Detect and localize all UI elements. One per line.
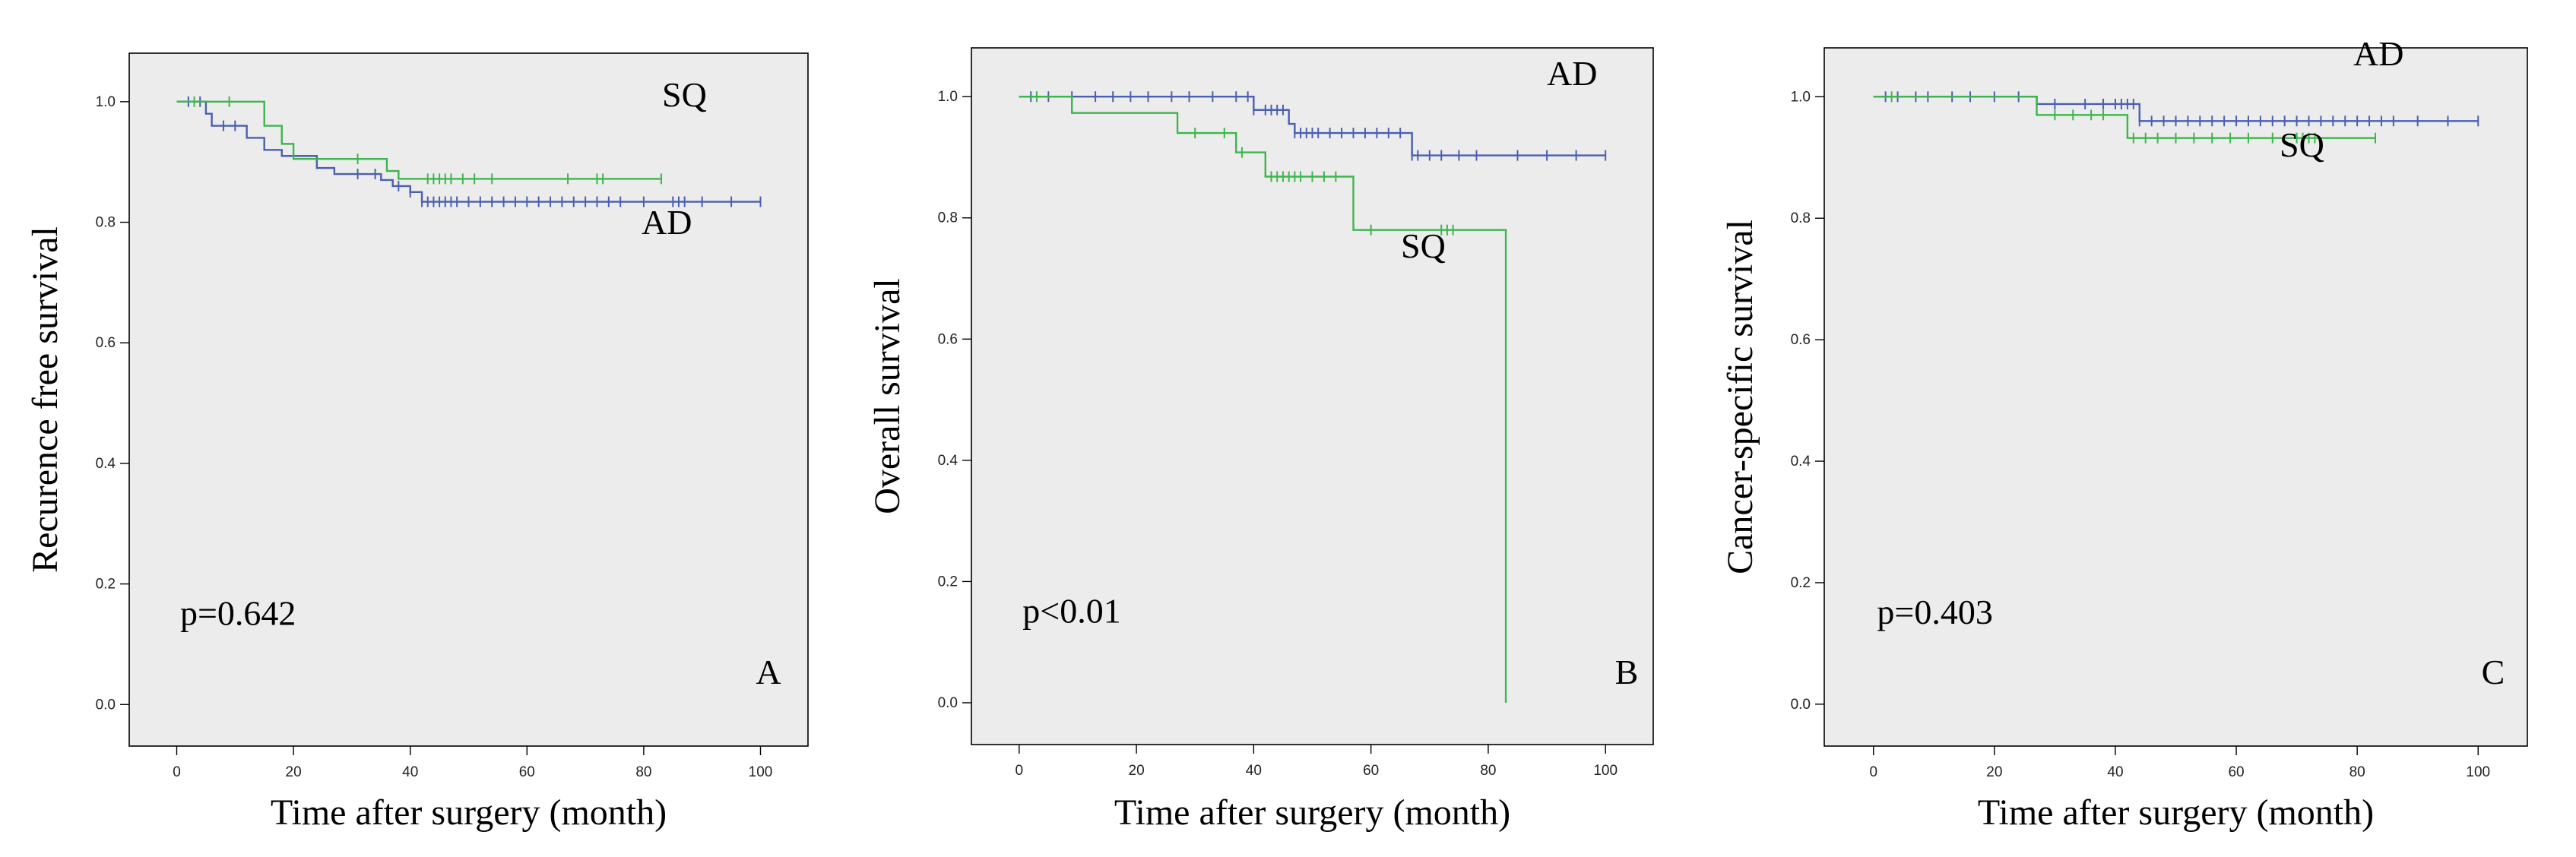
y-tick-label: 1.0 — [96, 94, 116, 110]
panel-letter: A — [756, 653, 781, 691]
panel-letter: B — [1615, 653, 1639, 691]
y-axis-title: Cancer-specific survival — [1720, 220, 1760, 574]
panel-letter: C — [2482, 653, 2505, 691]
x-tick-label: 80 — [1480, 763, 1496, 779]
x-tick-label: 100 — [2466, 764, 2490, 780]
survival-curve-sq — [176, 100, 661, 180]
y-tick-label: 0.6 — [1791, 332, 1811, 348]
x-tick-label: 0 — [1016, 763, 1024, 779]
survival-curve-sq — [1873, 96, 2376, 139]
x-tick-label: 60 — [1363, 763, 1379, 779]
y-tick-label: 0.4 — [1791, 454, 1811, 470]
x-tick-label: 20 — [1986, 764, 2002, 780]
y-tick-label: 0.8 — [938, 210, 958, 226]
y-tick-label: 1.0 — [938, 89, 958, 105]
p-value: p<0.01 — [1022, 592, 1120, 631]
x-tick-label: 80 — [2349, 764, 2365, 780]
y-tick-label: 1.0 — [1791, 89, 1811, 105]
x-axis-title: Time after surgery (month) — [1978, 792, 2374, 833]
x-axis-title: Time after surgery (month) — [271, 792, 667, 833]
y-tick-label: 0.0 — [1791, 697, 1811, 713]
y-tick-label: 0.0 — [938, 695, 958, 711]
y-axis-title: Overall survival — [867, 278, 908, 514]
survival-curve-ad — [1019, 95, 1606, 157]
series-label-sq: SQ — [662, 75, 707, 114]
x-tick-label: 40 — [1246, 763, 1262, 779]
x-tick-label: 60 — [519, 764, 535, 780]
y-axis-title: Recurence free survival — [25, 226, 65, 573]
x-tick-label: 40 — [2107, 764, 2123, 780]
x-tick-label: 0 — [173, 764, 181, 780]
x-tick-label: 40 — [402, 764, 418, 780]
chart-panel-a: 0 20 40 60 80 100 0.0 0.2 0.4 0.6 0.8 1.0 AD SQ p=0.64… — [25, 52, 809, 833]
y-tick-label: 0.8 — [96, 215, 116, 231]
series-label-sq: SQ — [1401, 226, 1446, 265]
x-tick-label: 20 — [286, 764, 302, 780]
y-tick-label: 0.4 — [938, 453, 958, 469]
series-label-ad: AD — [642, 203, 692, 242]
y-tick-label: 0.4 — [96, 456, 116, 472]
plot-area — [1823, 47, 2528, 747]
x-axis-title: Time after surgery (month) — [1114, 792, 1510, 833]
x-tick-label: 0 — [1869, 764, 1877, 780]
chart-panel-b: 0 20 40 60 80 100 0.0 0.2 0.4 0.6 0.8 1.0 AD SQ p<0.01… — [867, 47, 1654, 833]
p-value: p=0.403 — [1877, 593, 1992, 631]
x-tick-label: 80 — [635, 764, 651, 780]
x-tick-label: 100 — [1593, 763, 1618, 779]
p-value: p=0.642 — [180, 593, 296, 632]
x-tick-label: 20 — [1129, 763, 1145, 779]
plot-area — [971, 47, 1654, 745]
y-tick-label: 0.6 — [96, 335, 116, 351]
series-label-ad: AD — [1547, 54, 1597, 93]
x-tick-label: 100 — [749, 764, 773, 780]
series-label-ad: AD — [2353, 34, 2403, 73]
chart-panel-c: 0 20 40 60 80 100 0.0 0.2 0.4 0.6 0.8 1.0 AD SQ p=0.40… — [1720, 34, 2528, 833]
y-tick-label: 0.0 — [96, 697, 116, 713]
survival-curve-sq — [1019, 95, 1507, 703]
plot-area — [128, 52, 809, 747]
y-tick-label: 0.2 — [96, 577, 116, 593]
y-tick-label: 0.8 — [1791, 210, 1811, 226]
y-tick-label: 0.6 — [938, 331, 958, 347]
y-tick-label: 0.2 — [938, 574, 958, 590]
series-label-sq: SQ — [2280, 125, 2324, 164]
x-tick-label: 60 — [2228, 764, 2244, 780]
y-tick-label: 0.2 — [1791, 575, 1811, 591]
